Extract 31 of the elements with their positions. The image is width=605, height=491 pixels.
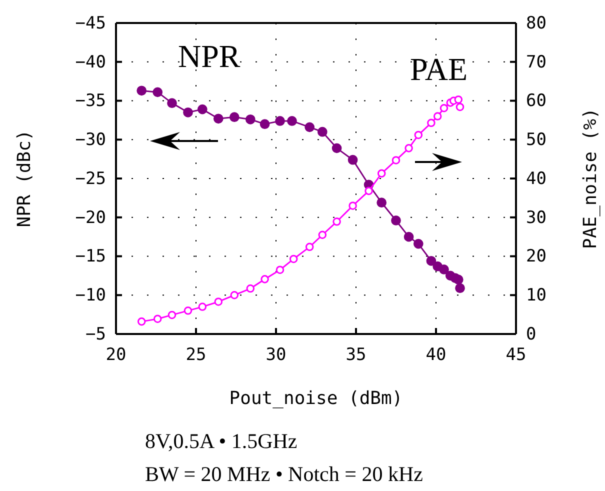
y-tick-label: −35 [75,91,106,112]
y-tick-label: −5 [86,324,106,344]
y-tick-label: −20 [75,208,106,228]
y2-axis-title: PAE_noise (%) [580,108,601,249]
y-tick-label: −15 [75,246,106,267]
y-tick-label: −10 [75,286,106,306]
x-tick-label: 35 [346,345,366,366]
y-tick-label: −40 [75,52,106,72]
y2-tick-label: 50 [526,130,546,150]
y2-tick-label: 60 [526,91,546,112]
series-label: PAE [410,51,468,87]
x-axis-title: Pout_noise (dBm) [229,388,403,409]
series-label: NPR [178,38,241,74]
y2-tick-label: 80 [526,13,546,34]
y2-tick-label: 20 [526,246,546,267]
text: BW = 20 MHz • Notch = 20 kHz [145,462,423,486]
x-tick-label: 25 [186,345,206,366]
y2-tick-label: 40 [526,168,546,189]
x-tick-label: 40 [426,345,446,366]
y-tick-label: −45 [75,13,106,34]
y2-tick-label: 70 [526,52,546,72]
y2-tick-label: 0 [526,324,536,344]
y2-tick-label: 30 [526,208,546,228]
y2-tick-label: 10 [526,286,546,306]
y-axis-title: NPR (dBc) [14,130,35,228]
x-tick-label: 20 [106,345,126,366]
y-tick-label: −30 [75,130,106,150]
x-tick-label: 45 [506,345,526,366]
x-tick-label: 30 [266,345,286,366]
text: 8V,0.5A • 1.5GHz [145,429,298,453]
y-tick-label: −25 [75,168,106,189]
